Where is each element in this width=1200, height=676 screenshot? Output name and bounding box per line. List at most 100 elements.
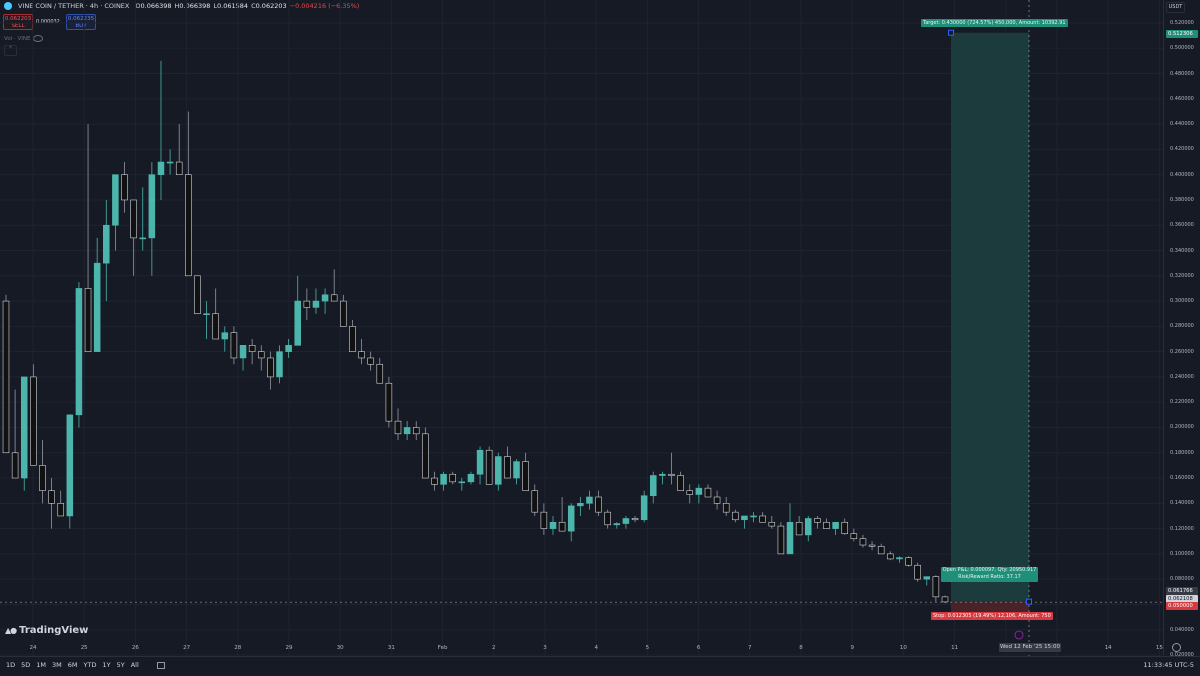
price-tick: 0.120000 bbox=[1170, 525, 1194, 532]
candle-body bbox=[704, 487, 712, 498]
candle-body bbox=[449, 473, 456, 483]
candle-body bbox=[130, 199, 137, 239]
buy-price: 0.062235 bbox=[67, 16, 95, 22]
candle-body bbox=[203, 313, 210, 316]
range-button-ytd[interactable]: YTD bbox=[83, 661, 97, 669]
candle-body bbox=[859, 538, 867, 546]
ohlc-value: 0.066398 bbox=[179, 2, 211, 10]
buy-button[interactable]: 0.062235 BUY bbox=[66, 14, 96, 30]
candle-body bbox=[768, 521, 776, 527]
candle-body bbox=[230, 332, 238, 359]
candle-body bbox=[57, 503, 64, 517]
candle-body bbox=[823, 521, 830, 529]
gear-icon[interactable] bbox=[1172, 643, 1181, 652]
time-tick: 25 bbox=[80, 645, 88, 651]
candle-body bbox=[194, 275, 201, 315]
range-button-1y[interactable]: 1Y bbox=[102, 661, 111, 669]
price-tick: 0.160000 bbox=[1170, 475, 1194, 482]
candle-body bbox=[786, 521, 794, 555]
time-tick: 24 bbox=[29, 645, 37, 651]
candle-body bbox=[659, 473, 666, 476]
candle-body bbox=[257, 351, 265, 359]
candle-body bbox=[376, 363, 384, 384]
candle-body bbox=[476, 449, 484, 475]
price-tick: 0.360000 bbox=[1170, 222, 1194, 229]
candle-body bbox=[932, 576, 940, 598]
price-scale[interactable] bbox=[1163, 0, 1200, 655]
candle-body bbox=[48, 490, 55, 504]
eye-icon[interactable] bbox=[33, 35, 44, 42]
clock[interactable]: 11:33:45 UTC-5 bbox=[1143, 661, 1194, 669]
candle-body bbox=[504, 456, 511, 479]
price-tick: 0.080000 bbox=[1170, 576, 1194, 583]
price-tick: 0.420000 bbox=[1170, 146, 1194, 153]
symbol-title[interactable]: VINE COIN / TETHER · 4h · COINEX bbox=[18, 2, 130, 10]
candle-body bbox=[540, 511, 548, 529]
range-button-1d[interactable]: 1D bbox=[6, 661, 16, 669]
candle-body bbox=[39, 465, 46, 491]
tradingview-logo[interactable]: ▲● TradingView bbox=[5, 625, 88, 636]
price-tick: 0.200000 bbox=[1170, 424, 1194, 431]
sell-button[interactable]: 0.062203 SELL bbox=[3, 14, 33, 30]
tradingview-icon: ▲● bbox=[5, 626, 17, 635]
candle-body bbox=[11, 452, 19, 479]
range-button-5d[interactable]: 5D bbox=[21, 661, 31, 669]
range-button-6m[interactable]: 6M bbox=[67, 661, 78, 669]
candle-body bbox=[440, 473, 447, 485]
price-tick: 0.300000 bbox=[1170, 298, 1194, 305]
candle-body bbox=[358, 351, 365, 359]
candle-body bbox=[640, 495, 648, 521]
candle-body bbox=[121, 174, 128, 201]
candle-body bbox=[185, 174, 192, 277]
candle-body bbox=[832, 521, 839, 529]
candle-body bbox=[586, 496, 593, 504]
target-label[interactable]: Target: 0.430000 (724.57%) 450,000, Amou… bbox=[921, 19, 1068, 27]
risk-reward: Risk/Reward Ratio: 37.17 bbox=[958, 574, 1021, 580]
price-tick: 0.140000 bbox=[1170, 500, 1194, 507]
candle-body bbox=[905, 557, 912, 566]
ohlc-value: −0.004216 (−6.35%) bbox=[289, 2, 360, 10]
candlestick-chart[interactable] bbox=[0, 0, 1163, 656]
candle-body bbox=[804, 518, 812, 536]
range-button-5y[interactable]: 5Y bbox=[116, 661, 125, 669]
candle-body bbox=[814, 518, 821, 523]
collapse-legend-button[interactable]: ˄ bbox=[4, 45, 17, 56]
stop-label[interactable]: Stop: 0.012305 (19.49%) 12,106, Amount: … bbox=[931, 612, 1053, 620]
candle-body bbox=[303, 300, 311, 308]
time-tick: 29 bbox=[285, 645, 293, 651]
position-info-box[interactable]: Open P&L: 0.000097, Qty: 20950.917 Risk/… bbox=[941, 567, 1038, 582]
range-button-all[interactable]: All bbox=[130, 661, 139, 669]
candle-body bbox=[221, 332, 229, 340]
price-tick: 0.500000 bbox=[1170, 45, 1194, 52]
last-price-badge: 0.062108 bbox=[1166, 595, 1198, 603]
candle-body bbox=[841, 521, 848, 534]
candle-body bbox=[485, 449, 493, 485]
ohlc-value: 0.066398 bbox=[140, 2, 172, 10]
candle-body bbox=[577, 503, 584, 507]
currency-button[interactable]: USDT bbox=[1166, 2, 1185, 13]
time-tick: 14 bbox=[1104, 645, 1112, 651]
range-button-3m[interactable]: 3M bbox=[52, 661, 62, 669]
price-tick: 0.020000 bbox=[1170, 652, 1194, 658]
candle-body bbox=[458, 481, 466, 484]
candle-body bbox=[513, 461, 520, 479]
logo-text: TradingView bbox=[19, 625, 89, 636]
volume-legend: Vol · VINE bbox=[4, 35, 44, 42]
candle-body bbox=[722, 503, 730, 513]
candle-body bbox=[695, 487, 703, 495]
drag-handle bbox=[948, 29, 954, 36]
candle-body bbox=[422, 433, 429, 479]
sell-label: SELL bbox=[11, 23, 25, 29]
calendar-icon[interactable] bbox=[156, 661, 165, 669]
target-price-badge: 0.512306 bbox=[1166, 30, 1198, 38]
time-tick: 2 bbox=[492, 645, 496, 651]
candle-body bbox=[613, 523, 621, 526]
candle-body bbox=[340, 300, 347, 327]
candle-body bbox=[276, 351, 283, 378]
candle-body bbox=[267, 357, 274, 378]
crosshair-price-badge: 0.061766 bbox=[1166, 587, 1198, 595]
range-button-1m[interactable]: 1M bbox=[36, 661, 47, 669]
time-tick: 26 bbox=[131, 645, 139, 651]
candle-body bbox=[239, 345, 247, 359]
time-tick: 7 bbox=[748, 645, 752, 651]
